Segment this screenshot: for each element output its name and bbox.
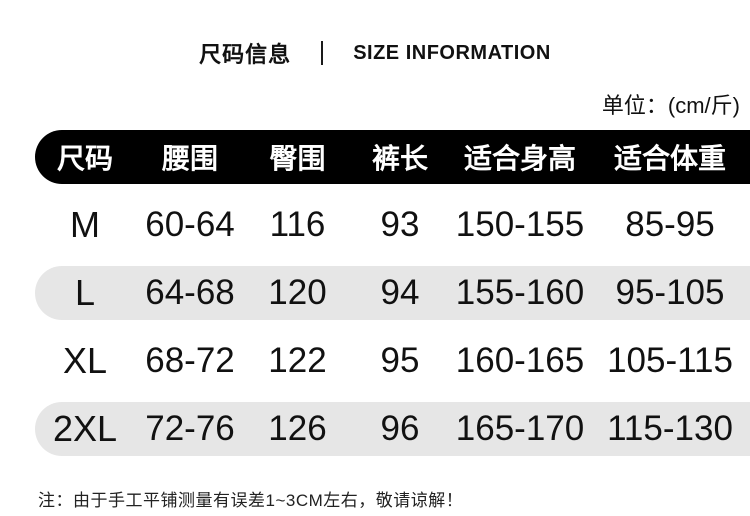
- cell-size: 2XL: [52, 408, 118, 449]
- cell-size: M: [70, 204, 100, 245]
- size-row-2xl: 2XL 72-76 126 96 165-170 115-130: [35, 402, 750, 456]
- cell-size: L: [74, 272, 96, 313]
- cell-waist: 72-76: [145, 409, 235, 448]
- note-text: 注：由于手工平铺测量有误差1~3CM左右，敬请谅解！: [38, 491, 464, 510]
- header-cell-pants-length: 裤长: [371, 143, 428, 174]
- cell-hip: 116: [269, 205, 326, 244]
- page-title: 尺码信息 SIZE INFORMATION: [0, 0, 750, 67]
- cell-weight-range: 85-95: [625, 205, 715, 244]
- cell-pants-length: 95: [380, 341, 420, 380]
- unit-label: 单位：(cm/斤): [601, 93, 740, 118]
- cell-height-range: 155-160: [455, 273, 585, 312]
- header-cell-size: 尺码: [56, 143, 113, 174]
- cell-waist: 68-72: [145, 341, 235, 380]
- cell-height-range: 160-165: [455, 341, 585, 380]
- header-cell-waist: 腰围: [161, 143, 218, 174]
- header-cell-hip: 臀围: [269, 143, 326, 174]
- cell-weight-range: 105-115: [607, 341, 733, 380]
- size-row-l: L 64-68 120 94 155-160 95-105: [35, 266, 750, 320]
- size-row-m: M 60-64 116 93 150-155 85-95: [35, 198, 750, 252]
- cell-waist: 64-68: [145, 273, 235, 312]
- header-cell-weight-range: 适合体重: [613, 143, 726, 174]
- cell-height-range: 150-155: [455, 205, 585, 244]
- header-cell-height-range: 适合身高: [463, 143, 576, 174]
- cell-hip: 126: [268, 409, 327, 448]
- title-zh: 尺码信息: [199, 42, 292, 67]
- cell-hip: 122: [268, 341, 327, 380]
- cell-hip: 120: [268, 273, 327, 312]
- cell-height-range: 165-170: [455, 409, 585, 448]
- cell-weight-range: 115-130: [607, 409, 733, 448]
- cell-pants-length: 96: [380, 409, 420, 448]
- cell-weight-range: 95-105: [615, 273, 725, 312]
- table-header-row: 尺码 腰围 臀围 裤长 适合身高 适合体重: [35, 130, 750, 184]
- cell-size: XL: [62, 340, 108, 381]
- cell-pants-length: 94: [380, 273, 420, 312]
- cell-pants-length: 93: [380, 205, 420, 244]
- size-table: 尺码 腰围 臀围 裤长 适合身高 适合体重 M 60-64 116 93 150…: [35, 130, 750, 456]
- cell-waist: 60-64: [145, 205, 235, 244]
- title-divider-line: [321, 41, 324, 65]
- size-row-xl: XL 68-72 122 95 160-165 105-115: [35, 334, 750, 388]
- title-en: SIZE INFORMATION: [353, 41, 551, 64]
